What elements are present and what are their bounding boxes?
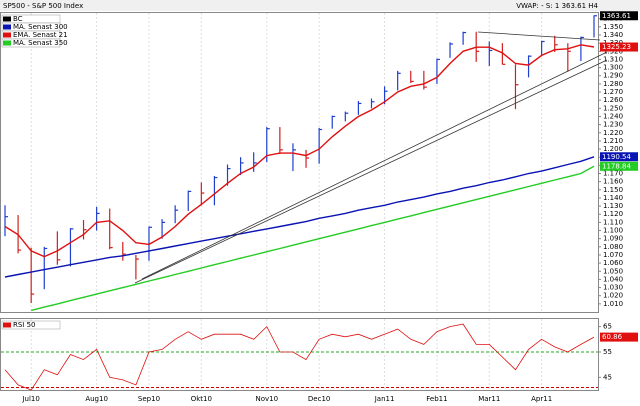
- y-tick-label: 1.100: [603, 227, 623, 235]
- x-tick-label: Okt10: [191, 395, 212, 403]
- legend-swatch: [3, 32, 11, 38]
- legend-label: MA. Senast 350: [13, 39, 68, 47]
- y-tick-label: 1.090: [603, 235, 623, 243]
- y-tick-label: 1.120: [603, 210, 623, 218]
- last-value-label: 1178.84: [602, 162, 631, 170]
- x-tick-label: Jul10: [21, 395, 39, 403]
- legend-label: RSI 50: [13, 321, 36, 329]
- x-tick-label: Aug10: [85, 395, 108, 403]
- y-tick-label: 45: [603, 373, 612, 381]
- legend-swatch: [3, 16, 11, 22]
- x-tick-label: Sep10: [138, 395, 160, 403]
- plot-layer: 1.0101.0201.0301.0401.0501.0601.0701.080…: [1, 11, 638, 403]
- x-tick-label: Feb11: [426, 395, 447, 403]
- y-tick-label: 1.300: [603, 64, 623, 72]
- series-line: [4, 156, 595, 278]
- x-tick-label: Apr11: [531, 395, 552, 403]
- y-tick-label: 1.030: [603, 284, 623, 292]
- y-tick-label: 1.130: [603, 202, 623, 210]
- chart-title: SP500 - S&P 500 Index: [3, 2, 83, 10]
- rsi-panel: [0, 318, 599, 391]
- trend-line: [134, 59, 608, 284]
- legend-swatch: [3, 40, 11, 46]
- y-tick-label: 1.160: [603, 178, 623, 186]
- y-tick-label: 1.270: [603, 88, 623, 96]
- last-value-box: [600, 42, 638, 52]
- y-tick-label: 1.350: [603, 23, 623, 31]
- x-tick-label: Dec10: [308, 395, 330, 403]
- title-bar: [0, 0, 640, 11]
- legend-swatch: [3, 322, 11, 328]
- x-tick-label: Mar11: [478, 395, 500, 403]
- y-tick-label: 1.210: [603, 137, 623, 145]
- y-tick-label: 55: [603, 348, 612, 356]
- last-value-label: 1363.61: [602, 12, 631, 20]
- legend-swatch: [3, 24, 11, 30]
- last-value-box: [600, 332, 638, 342]
- last-value-box: [600, 161, 638, 171]
- last-value-box: [600, 152, 638, 162]
- y-tick-label: 65: [603, 323, 612, 331]
- series-line: [4, 323, 595, 391]
- y-tick-label: 1.230: [603, 121, 623, 129]
- y-tick-label: 1.140: [603, 194, 623, 202]
- legend-label: EMA. Senast 21: [13, 31, 68, 39]
- last-value-label: 1190.54: [602, 153, 631, 161]
- y-tick-label: 1.340: [603, 31, 623, 39]
- trend-line: [477, 31, 601, 41]
- y-tick-label: 1.110: [603, 218, 623, 226]
- x-tick-label: Jan11: [374, 395, 395, 403]
- y-tick-label: 1.020: [603, 292, 623, 300]
- y-tick-label: 1.150: [603, 186, 623, 194]
- y-tick-label: 1.290: [603, 72, 623, 80]
- y-tick-label: 1.060: [603, 259, 623, 267]
- legend-box: [1, 38, 61, 48]
- y-tick-label: 1.220: [603, 129, 623, 137]
- last-value-label: 1325.23: [602, 43, 631, 51]
- series-line: [31, 165, 595, 312]
- legend-label: BC: [13, 15, 23, 23]
- y-tick-label: 1.310: [603, 55, 623, 63]
- price-panel: [0, 12, 599, 313]
- y-tick-label: 1.260: [603, 96, 623, 104]
- y-tick-label: 1.250: [603, 104, 623, 112]
- y-tick-label: 1.040: [603, 275, 623, 283]
- series-line: [4, 44, 595, 258]
- y-tick-label: 1.010: [603, 300, 623, 308]
- chart-header: VWAP: - S: 1 363.61 H4: [516, 2, 598, 10]
- x-tick-label: Nov10: [255, 395, 278, 403]
- trend-line: [141, 51, 608, 280]
- last-value-box: [600, 11, 638, 21]
- legend: RSI 50: [1, 320, 61, 330]
- last-value-label: 60.86: [602, 333, 623, 341]
- legend-label: MA. Senast 300: [13, 23, 68, 31]
- y-tick-label: 1.200: [603, 145, 623, 153]
- legend-box: [1, 320, 61, 330]
- y-tick-label: 1.070: [603, 251, 623, 259]
- y-tick-label: 1.280: [603, 80, 623, 88]
- y-tick-label: 1.170: [603, 169, 623, 177]
- y-tick-label: 1.240: [603, 112, 623, 120]
- y-tick-label: 1.050: [603, 267, 623, 275]
- y-tick-label: 1.080: [603, 243, 623, 251]
